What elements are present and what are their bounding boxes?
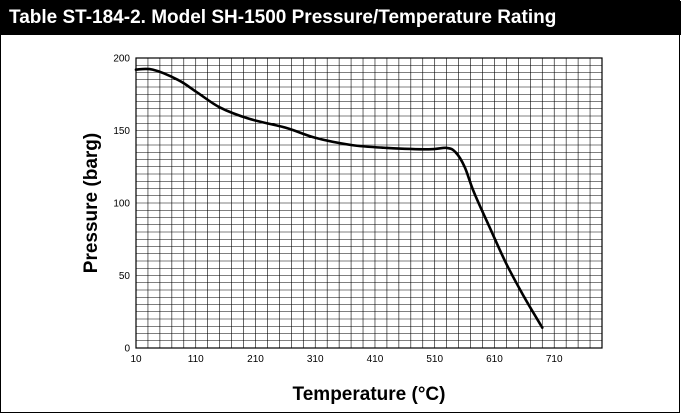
x-tick-label: 410: [367, 354, 384, 365]
chart-axes: [135, 57, 603, 349]
x-axis-label: Temperature (°C): [293, 384, 446, 405]
y-axis-label: Pressure (barg): [81, 133, 102, 273]
chart-title: Table ST-184-2. Model SH-1500 Pressure/T…: [1, 1, 681, 35]
plot-border: [135, 57, 603, 349]
series-line: [134, 67, 544, 329]
y-tick-label: 50: [119, 271, 131, 282]
x-tick-label: 610: [486, 354, 503, 365]
chart-grid: [135, 57, 603, 349]
x-tick-label: 710: [546, 354, 563, 365]
x-tick-label: 10: [130, 354, 142, 365]
y-tick-label: 0: [124, 344, 130, 355]
x-tick-label: 210: [247, 354, 264, 365]
x-tick-labels: 10 110 210 310 410 510 610 710: [130, 354, 563, 365]
x-tick-label: 310: [307, 354, 324, 365]
x-tick-label: 510: [426, 354, 443, 365]
y-tick-labels: 0 50 100 150 200: [113, 54, 130, 355]
y-tick-label: 200: [113, 54, 130, 65]
chart-series: [134, 67, 544, 329]
x-tick-label: 110: [188, 354, 204, 365]
y-tick-label: 150: [113, 126, 130, 137]
y-tick-label: 100: [113, 199, 130, 210]
